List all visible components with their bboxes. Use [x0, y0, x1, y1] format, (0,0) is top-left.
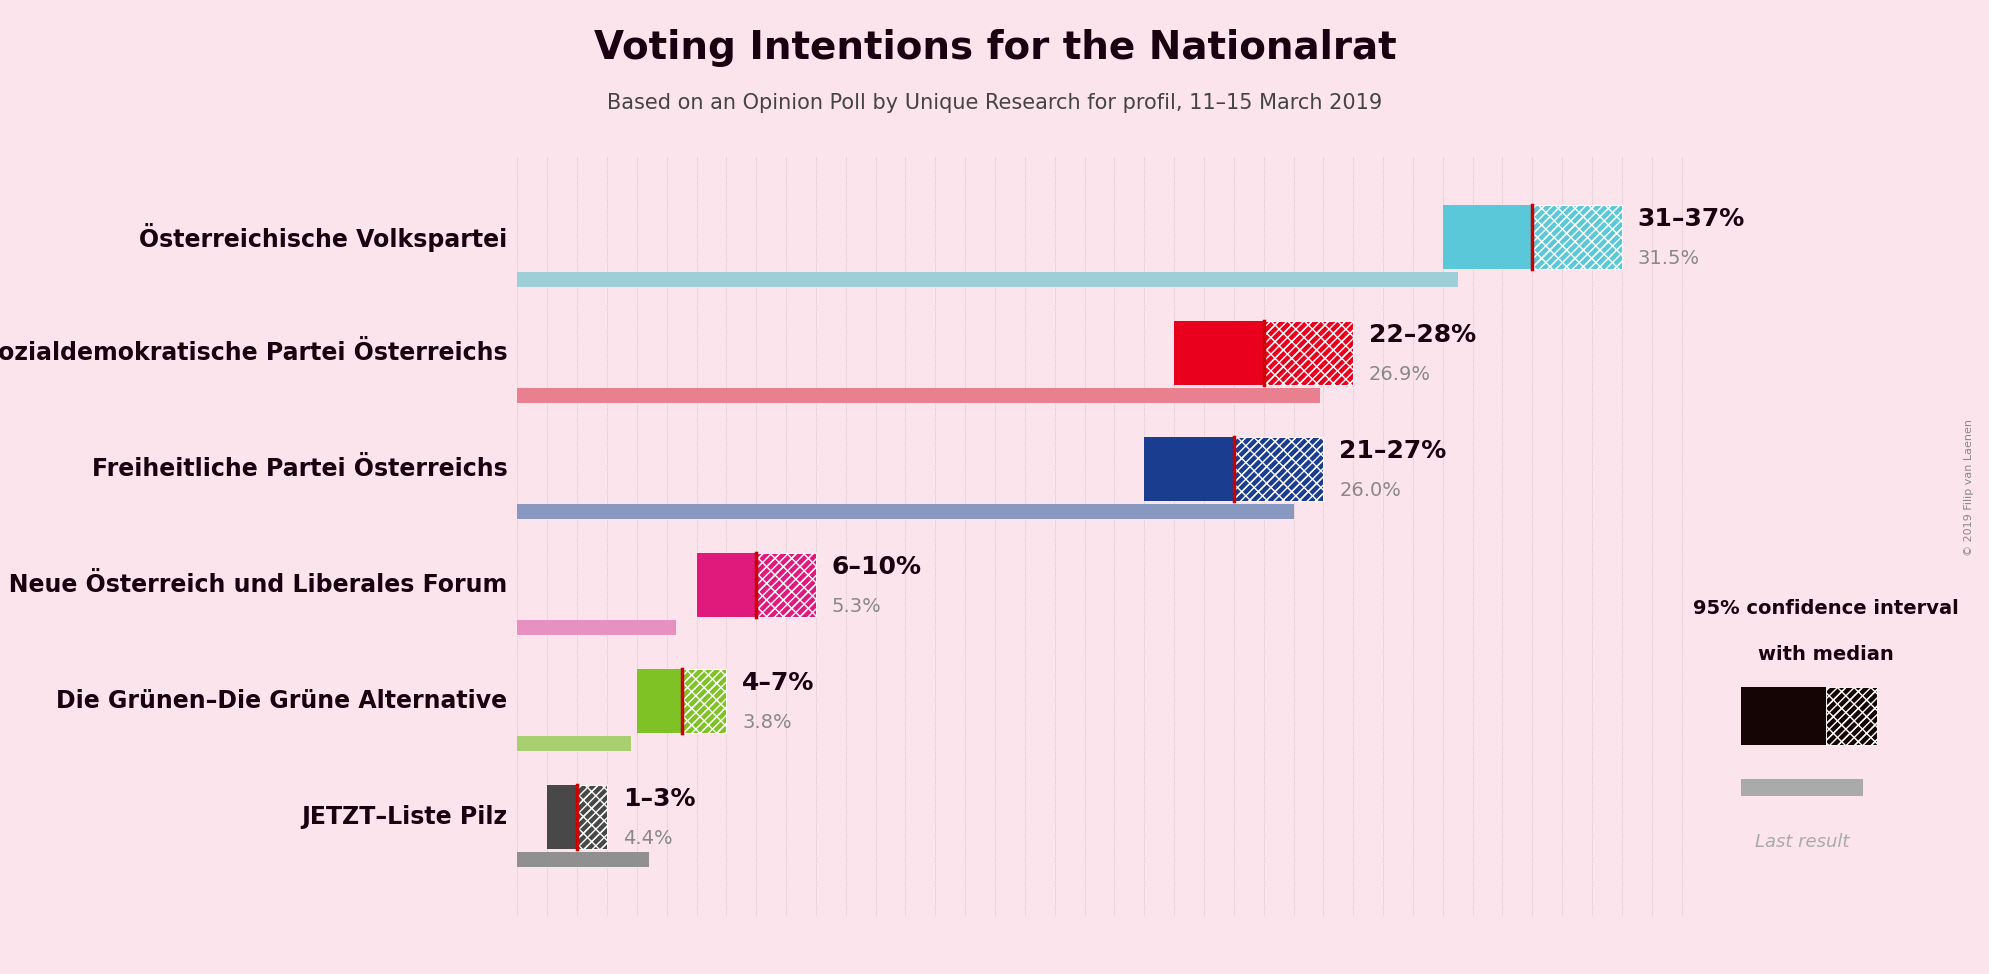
Text: 3.8%: 3.8%: [742, 713, 792, 731]
Bar: [636, 669, 680, 732]
Text: 95% confidence interval: 95% confidence interval: [1693, 599, 1957, 618]
Bar: [1263, 321, 1353, 385]
Bar: [1826, 687, 1876, 745]
Text: 26.9%: 26.9%: [1368, 365, 1430, 384]
Text: 31–37%: 31–37%: [1637, 207, 1744, 232]
Bar: [517, 852, 648, 868]
Bar: [1144, 437, 1233, 501]
Bar: [682, 669, 726, 732]
Bar: [1263, 321, 1353, 385]
Bar: [1740, 779, 1862, 797]
Bar: [577, 785, 607, 849]
Bar: [577, 785, 607, 849]
Text: 4.4%: 4.4%: [623, 829, 672, 848]
Text: Voting Intentions for the Nationalrat: Voting Intentions for the Nationalrat: [593, 29, 1396, 67]
Bar: [1233, 437, 1323, 501]
Bar: [1442, 206, 1532, 269]
Text: 4–7%: 4–7%: [742, 671, 814, 695]
Text: © 2019 Filip van Laenen: © 2019 Filip van Laenen: [1963, 419, 1973, 555]
Text: 5.3%: 5.3%: [831, 597, 881, 616]
Text: 31.5%: 31.5%: [1637, 249, 1699, 268]
Text: Die Grünen–Die Grüne Alternative: Die Grünen–Die Grüne Alternative: [56, 689, 507, 713]
Text: with median: with median: [1756, 645, 1894, 664]
Text: Sozialdemokratische Partei Österreichs: Sozialdemokratische Partei Österreichs: [0, 341, 507, 365]
Bar: [1233, 437, 1323, 501]
Text: NEOS–Das Neue Österreich und Liberales Forum: NEOS–Das Neue Österreich und Liberales F…: [0, 573, 507, 597]
Bar: [517, 736, 631, 751]
Text: 21–27%: 21–27%: [1339, 439, 1446, 464]
Bar: [756, 553, 815, 617]
Bar: [1740, 687, 1826, 745]
Text: 26.0%: 26.0%: [1339, 481, 1400, 500]
Text: Based on an Opinion Poll by Unique Research for profil, 11–15 March 2019: Based on an Opinion Poll by Unique Resea…: [607, 93, 1382, 113]
Bar: [517, 389, 1321, 403]
Bar: [756, 553, 815, 617]
Bar: [1826, 687, 1876, 745]
Text: 22–28%: 22–28%: [1368, 323, 1476, 348]
Bar: [547, 785, 577, 849]
Text: 6–10%: 6–10%: [831, 555, 921, 580]
Bar: [1532, 206, 1621, 269]
Text: Last result: Last result: [1754, 833, 1848, 850]
Bar: [682, 669, 726, 732]
Bar: [1174, 321, 1263, 385]
Text: JETZT–Liste Pilz: JETZT–Liste Pilz: [300, 805, 507, 829]
Bar: [517, 620, 676, 635]
Bar: [696, 553, 756, 617]
Bar: [517, 273, 1458, 287]
Text: Freiheitliche Partei Österreichs: Freiheitliche Partei Österreichs: [91, 457, 507, 481]
Text: 1–3%: 1–3%: [623, 787, 694, 811]
Text: Österreichische Volkspartei: Österreichische Volkspartei: [139, 222, 507, 251]
Bar: [517, 505, 1293, 519]
Bar: [1532, 206, 1621, 269]
